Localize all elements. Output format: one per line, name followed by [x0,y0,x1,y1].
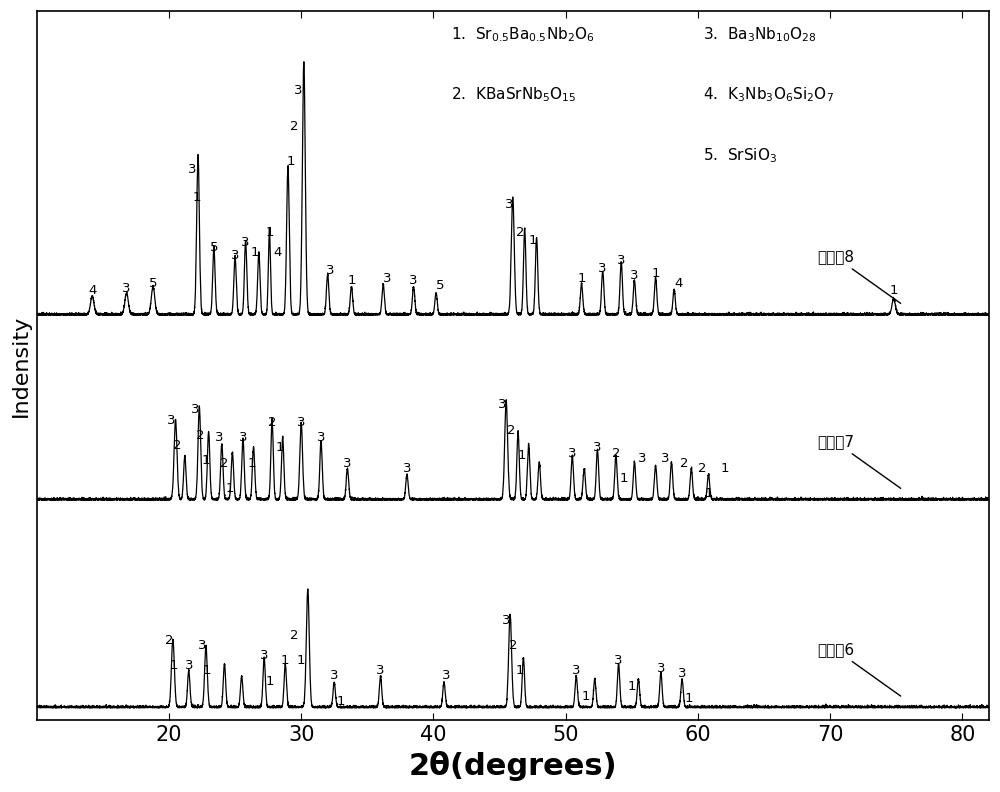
Text: 1: 1 [202,454,210,467]
Text: 1: 1 [347,274,356,287]
Text: 1: 1 [620,472,628,485]
Text: 3: 3 [617,254,625,267]
Text: 1: 1 [251,246,259,260]
Text: 1.  Sr$_{0.5}$Ba$_{0.5}$Nb$_2$O$_6$: 1. Sr$_{0.5}$Ba$_{0.5}$Nb$_2$O$_6$ [451,25,595,44]
X-axis label: 2θ(degrees): 2θ(degrees) [408,751,617,781]
Text: 3: 3 [442,669,451,683]
Text: 2.  KBaSrNb$_5$O$_{15}$: 2. KBaSrNb$_5$O$_{15}$ [451,86,576,105]
Text: 1: 1 [577,272,586,284]
Text: 3: 3 [505,198,513,211]
Text: 1: 1 [684,692,693,705]
Text: 2: 2 [196,428,205,442]
Text: 1: 1 [704,487,713,500]
Text: 1: 1 [281,654,290,668]
Text: 1: 1 [192,191,201,204]
Text: 2: 2 [290,120,299,133]
Text: 3: 3 [568,447,577,459]
Text: 5: 5 [436,280,444,292]
Text: 实施例7: 实施例7 [817,434,901,489]
Text: 3: 3 [630,269,639,282]
Text: 1: 1 [203,664,212,677]
Text: 1: 1 [265,675,274,687]
Text: 4.  K$_3$Nb$_3$O$_6$Si$_2$O$_7$: 4. K$_3$Nb$_3$O$_6$Si$_2$O$_7$ [703,86,834,105]
Text: 实施例6: 实施例6 [817,642,901,696]
Text: 2: 2 [612,447,620,459]
Text: 2: 2 [507,424,516,436]
Text: 3: 3 [294,84,303,97]
Y-axis label: Indensity: Indensity [11,314,31,417]
Text: 3: 3 [167,413,176,427]
Text: 3.  Ba$_3$Nb$_{10}$O$_{28}$: 3. Ba$_3$Nb$_{10}$O$_{28}$ [703,25,817,44]
Text: 1: 1 [248,457,256,470]
Text: 2: 2 [220,457,229,470]
Text: 3: 3 [191,403,200,417]
Text: 3: 3 [593,441,602,455]
Text: 1: 1 [581,690,590,703]
Text: 3: 3 [330,669,338,683]
Text: 3: 3 [661,451,669,465]
Text: 1: 1 [265,227,274,239]
Text: 3: 3 [343,457,352,470]
Text: 4: 4 [88,284,96,297]
Text: 2: 2 [290,629,299,642]
Text: 5: 5 [210,242,218,254]
Text: 4: 4 [674,276,682,290]
Text: 3: 3 [376,664,385,677]
Text: 1: 1 [889,284,898,297]
Text: 3: 3 [326,264,335,277]
Text: 4: 4 [273,246,282,260]
Text: 3: 3 [239,432,247,444]
Text: 3: 3 [198,639,206,652]
Text: 3: 3 [317,432,325,444]
Text: 3: 3 [185,659,193,672]
Text: 3: 3 [260,649,268,662]
Text: 3: 3 [678,667,686,680]
Text: 3: 3 [598,261,607,275]
Text: 2: 2 [698,462,706,474]
Text: 实施例8: 实施例8 [817,249,901,303]
Text: 1: 1 [720,462,729,474]
Text: 3: 3 [188,163,197,176]
Text: 1: 1 [337,695,345,708]
Text: 5.  SrSiO$_3$: 5. SrSiO$_3$ [703,146,777,165]
Text: 2: 2 [165,634,173,647]
Text: 3: 3 [657,662,665,675]
Text: 3: 3 [231,249,239,262]
Text: 5: 5 [149,276,157,290]
Text: 2: 2 [516,227,525,239]
Text: 1: 1 [515,664,524,677]
Text: 3: 3 [297,416,305,429]
Text: 3: 3 [409,274,418,287]
Text: 3: 3 [122,282,131,295]
Text: 1: 1 [170,659,178,672]
Text: 2: 2 [268,416,276,429]
Text: 3: 3 [498,398,506,411]
Text: 3: 3 [383,272,391,284]
Text: 3: 3 [502,614,510,626]
Text: 1: 1 [651,267,660,280]
Text: 2: 2 [680,457,689,470]
Text: 3: 3 [241,236,250,249]
Text: 1: 1 [226,482,234,495]
Text: 3: 3 [403,462,411,474]
Text: 1: 1 [286,155,295,168]
Text: 1: 1 [276,441,284,455]
Text: 1: 1 [297,654,305,668]
Text: 3: 3 [215,432,223,444]
Text: 2: 2 [173,439,181,452]
Text: 3: 3 [638,451,647,465]
Text: 1: 1 [628,680,636,693]
Text: 1: 1 [518,449,526,462]
Text: 3: 3 [614,654,623,668]
Text: 2: 2 [509,639,517,652]
Text: 1: 1 [528,234,537,247]
Text: 3: 3 [572,664,581,677]
